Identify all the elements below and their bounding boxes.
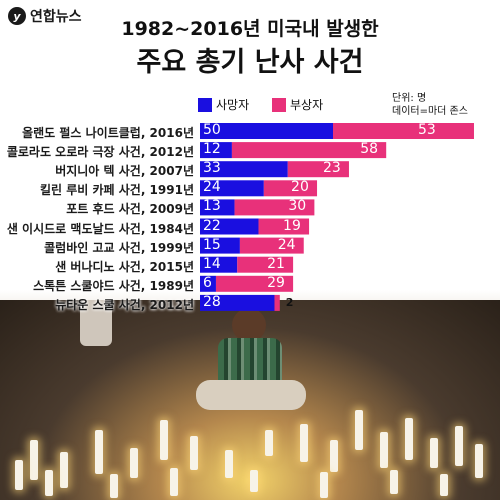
bar-injured bbox=[274, 294, 280, 311]
bar-injured bbox=[263, 180, 318, 197]
value-label-injured: 19 bbox=[283, 217, 301, 234]
mourner-head bbox=[232, 308, 266, 342]
value-label-deaths: 14 bbox=[203, 255, 221, 272]
value-label-deaths: 6 bbox=[203, 274, 212, 291]
bar-injured bbox=[215, 275, 294, 292]
value-label-injured: 2 bbox=[285, 295, 294, 309]
bar-deaths bbox=[200, 218, 259, 235]
category-label: 샌 이시드로 맥도날드 사건, 1984년 bbox=[6, 221, 194, 236]
candle bbox=[440, 474, 448, 496]
value-label-injured: 21 bbox=[267, 255, 285, 272]
candle bbox=[45, 470, 53, 496]
legend-label-deaths: 사망자 bbox=[216, 98, 250, 112]
value-label-injured: 23 bbox=[322, 160, 341, 177]
bystander-figure bbox=[80, 300, 112, 346]
unit-line: 단위: 명 bbox=[392, 93, 427, 104]
candle bbox=[130, 448, 138, 478]
value-label-deaths: 13 bbox=[203, 198, 221, 215]
logo-text: 연합뉴스 bbox=[30, 9, 82, 25]
legend-item-injured: 부상자 bbox=[272, 96, 323, 113]
bar-deaths bbox=[200, 123, 333, 139]
candle bbox=[265, 430, 273, 456]
bar-injured bbox=[234, 199, 315, 216]
candle bbox=[170, 468, 178, 496]
value-label-injured: 30 bbox=[288, 198, 307, 215]
legend-label-injured: 부상자 bbox=[290, 98, 324, 112]
bar-injured bbox=[239, 237, 304, 254]
value-label-deaths: 22 bbox=[203, 217, 221, 234]
value-label-deaths: 12 bbox=[203, 141, 221, 158]
candle bbox=[455, 426, 463, 466]
candle bbox=[190, 436, 198, 470]
value-label-injured: 29 bbox=[267, 274, 285, 291]
candle bbox=[250, 470, 258, 492]
candle bbox=[225, 450, 233, 478]
candle bbox=[475, 444, 483, 478]
category-label: 뉴타운 스쿨 사건, 2012년 bbox=[55, 297, 194, 312]
candle bbox=[390, 470, 398, 494]
value-label-injured: 20 bbox=[291, 179, 309, 196]
candle bbox=[30, 440, 38, 480]
candle bbox=[355, 410, 363, 450]
candle bbox=[15, 460, 23, 490]
candle bbox=[95, 430, 103, 474]
candle bbox=[300, 424, 308, 462]
title-line-1: 1982~2016년 미국내 발생한 bbox=[121, 18, 379, 40]
value-label-injured: 58 bbox=[360, 141, 379, 158]
bar-injured bbox=[237, 256, 294, 273]
bar-deaths bbox=[200, 294, 275, 311]
value-label-deaths: 50 bbox=[203, 122, 221, 138]
title-line-2: 주요 총기 난사 사건 bbox=[136, 47, 364, 78]
category-label: 콜로라도 오로라 극장 사건, 2012년 bbox=[6, 145, 194, 160]
candle bbox=[380, 432, 388, 468]
bar-deaths bbox=[200, 142, 232, 159]
bar-injured bbox=[231, 142, 387, 159]
value-label-injured: 53 bbox=[417, 122, 436, 138]
category-label: 샌 버나디노 사건, 2015년 bbox=[55, 259, 194, 274]
bar-injured bbox=[333, 123, 474, 139]
logo: y 연합뉴스 bbox=[8, 6, 82, 26]
legend-item-deaths: 사망자 bbox=[198, 96, 249, 113]
legend-swatch-deaths bbox=[198, 97, 212, 112]
candle bbox=[320, 472, 328, 498]
bar-deaths bbox=[200, 199, 235, 216]
bar-deaths bbox=[200, 275, 216, 292]
candle bbox=[330, 440, 338, 472]
category-label: 버지니아 텍 사건, 2007년 bbox=[55, 164, 194, 179]
mourner-legs bbox=[196, 380, 306, 410]
source-line: 데이터=마더 존스 bbox=[392, 106, 468, 117]
category-label: 올랜도 펄스 나이트클럽, 2016년 bbox=[22, 126, 194, 140]
value-label-deaths: 33 bbox=[203, 160, 221, 177]
category-label: 스톡튼 스쿨야드 사건, 1989년 bbox=[33, 278, 194, 293]
candle bbox=[430, 438, 438, 468]
candle bbox=[405, 418, 413, 460]
bar-injured bbox=[258, 218, 310, 235]
legend-swatch-injured bbox=[272, 97, 286, 112]
candle bbox=[160, 420, 168, 460]
value-label-deaths: 28 bbox=[203, 293, 221, 310]
category-label: 포트 후드 사건, 2009년 bbox=[66, 202, 194, 217]
bar-injured bbox=[287, 161, 349, 178]
value-label-deaths: 15 bbox=[203, 236, 221, 253]
value-label-injured: 24 bbox=[277, 236, 296, 253]
bar-deaths bbox=[200, 237, 240, 254]
bar-deaths bbox=[200, 256, 238, 273]
category-label: 킬린 루비 카페 사건, 1991년 bbox=[39, 183, 194, 198]
category-label: 콜럼바인 고교 사건, 1999년 bbox=[44, 240, 194, 255]
unit-note: 단위: 명 데이터=마더 존스 bbox=[392, 92, 468, 118]
logo-mark-icon: y bbox=[8, 7, 26, 25]
bar-deaths bbox=[200, 161, 288, 178]
bar-deaths bbox=[200, 180, 264, 197]
candle bbox=[60, 452, 68, 488]
candle bbox=[110, 474, 118, 498]
value-label-deaths: 24 bbox=[203, 179, 221, 196]
